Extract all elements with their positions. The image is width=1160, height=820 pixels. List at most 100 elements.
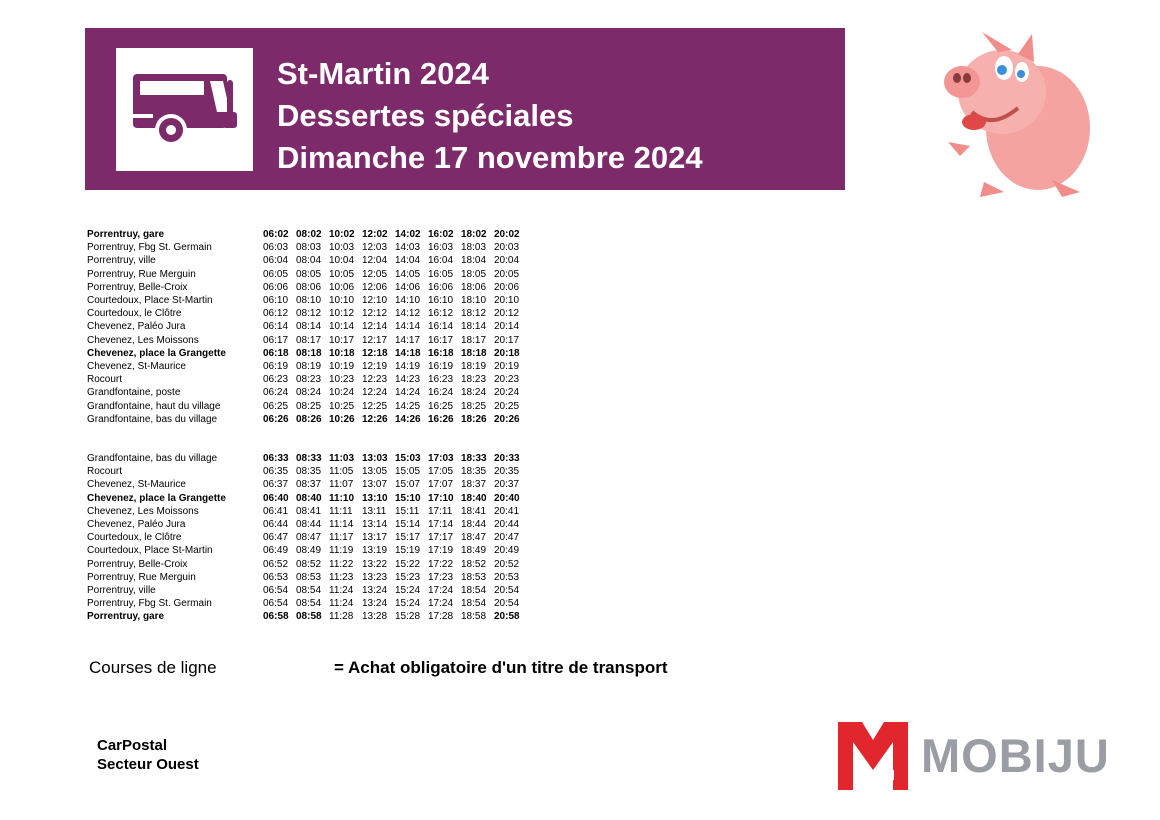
departure-time: 08:52 bbox=[296, 558, 322, 570]
departure-time: 06:17 bbox=[263, 334, 289, 346]
operator-sector: Secteur Ouest bbox=[97, 756, 199, 773]
departure-time: 18:52 bbox=[461, 558, 487, 570]
departure-time: 13:14 bbox=[362, 519, 388, 531]
departure-time: 06:14 bbox=[263, 321, 289, 333]
departure-time: 15:03 bbox=[395, 453, 421, 464]
timetable-row: Grandfontaine, haut du village 06:25 08:25… bbox=[87, 400, 527, 413]
stop-name: Chevenez, place la Grangette bbox=[87, 347, 226, 359]
departure-time: 10:25 bbox=[329, 400, 355, 412]
departure-time: 08:10 bbox=[296, 295, 322, 307]
departure-time: 06:25 bbox=[263, 400, 289, 412]
stop-name: Chevenez, St-Maurice bbox=[87, 361, 186, 373]
departure-time: 11:14 bbox=[329, 519, 354, 531]
departure-time: 20:05 bbox=[494, 268, 520, 280]
departure-time: 10:06 bbox=[329, 281, 355, 293]
departure-time: 11:28 bbox=[329, 611, 354, 623]
legend-ticket-note: = Achat obligatoire d'un titre de transp… bbox=[334, 658, 668, 677]
departure-time: 12:24 bbox=[362, 387, 388, 399]
timetable-return: Grandfontaine, bas du village 06:33 08:33 1… bbox=[87, 452, 527, 624]
departure-time: 08:17 bbox=[296, 334, 322, 346]
departure-time: 11:07 bbox=[329, 479, 354, 491]
timetable-row: Chevenez, Les Moissons 06:17 08:17 10:17 12:… bbox=[87, 334, 527, 347]
timetable-row: Porrentruy, Rue Merguin 06:53 08:53 11:23 13… bbox=[87, 571, 527, 584]
departure-time: 18:12 bbox=[461, 308, 487, 320]
departure-time: 18:37 bbox=[461, 479, 487, 491]
departure-time: 15:05 bbox=[395, 466, 421, 478]
departure-time: 13:23 bbox=[362, 571, 388, 583]
departure-time: 10:03 bbox=[329, 242, 355, 254]
departure-time: 10:02 bbox=[329, 229, 355, 240]
departure-time: 17:05 bbox=[428, 466, 454, 478]
departure-time: 15:19 bbox=[395, 545, 421, 557]
departure-time: 14:23 bbox=[395, 374, 421, 386]
departure-time: 17:17 bbox=[428, 532, 454, 544]
departure-time: 20:10 bbox=[494, 295, 520, 307]
departure-time: 08:33 bbox=[296, 453, 322, 464]
timetable-row: Chevenez, St-Maurice 06:37 08:37 11:07 13:07… bbox=[87, 478, 527, 491]
departure-time: 11:24 bbox=[329, 598, 354, 610]
departure-time: 16:04 bbox=[428, 255, 454, 267]
departure-time: 14:04 bbox=[395, 255, 421, 267]
departure-time: 18:26 bbox=[461, 413, 487, 425]
departure-time: 06:37 bbox=[263, 479, 289, 491]
stop-name: Porrentruy, gare bbox=[87, 611, 165, 623]
departure-time: 08:40 bbox=[296, 492, 322, 504]
departure-time: 16:23 bbox=[428, 374, 454, 386]
departure-time: 20:33 bbox=[494, 453, 520, 464]
departure-time: 08:06 bbox=[296, 281, 322, 293]
departure-time: 06:35 bbox=[263, 466, 289, 478]
departure-time: 10:04 bbox=[329, 255, 355, 267]
stop-name: Courtedoux, le Clôtre bbox=[87, 532, 182, 544]
stop-name: Chevenez, St-Maurice bbox=[87, 479, 186, 491]
departure-time: 14:19 bbox=[395, 361, 421, 373]
departure-time: 10:26 bbox=[329, 413, 355, 425]
departure-time: 18:53 bbox=[461, 571, 487, 583]
departure-time: 16:06 bbox=[428, 281, 454, 293]
departure-time: 18:06 bbox=[461, 281, 487, 293]
departure-time: 06:19 bbox=[263, 361, 289, 373]
departure-time: 12:04 bbox=[362, 255, 388, 267]
departure-time: 16:12 bbox=[428, 308, 454, 320]
departure-time: 17:19 bbox=[428, 545, 454, 557]
departure-time: 20:54 bbox=[494, 585, 520, 597]
departure-time: 10:23 bbox=[329, 374, 355, 386]
departure-time: 18:44 bbox=[461, 519, 487, 531]
departure-time: 08:04 bbox=[296, 255, 322, 267]
timetable-row: Grandfontaine, bas du village 06:26 08:26 1… bbox=[87, 413, 527, 426]
departure-time: 14:24 bbox=[395, 387, 421, 399]
departure-time: 11:05 bbox=[329, 466, 354, 478]
timetable-row: Porrentruy, ville 06:04 08:04 10:04 12:04 14:… bbox=[87, 254, 527, 267]
departure-time: 08:44 bbox=[296, 519, 322, 531]
title-line-3: Dimanche 17 novembre 2024 bbox=[277, 140, 703, 175]
departure-time: 17:14 bbox=[428, 519, 454, 531]
departure-time: 15:07 bbox=[395, 479, 421, 491]
departure-time: 14:03 bbox=[395, 242, 421, 254]
departure-time: 08:25 bbox=[296, 400, 322, 412]
departure-time: 06:47 bbox=[263, 532, 289, 544]
departure-time: 08:14 bbox=[296, 321, 322, 333]
departure-time: 11:24 bbox=[329, 585, 354, 597]
departure-time: 10:05 bbox=[329, 268, 355, 280]
departure-time: 17:03 bbox=[428, 453, 454, 464]
departure-time: 06:41 bbox=[263, 505, 289, 517]
departure-time: 15:23 bbox=[395, 571, 421, 583]
mobiju-logo-icon bbox=[838, 722, 908, 790]
timetable-row: Chevenez, Les Moissons 06:41 08:41 11:11 13:… bbox=[87, 505, 527, 518]
departure-time: 16:18 bbox=[428, 347, 454, 359]
departure-time: 18:03 bbox=[461, 242, 487, 254]
departure-time: 08:49 bbox=[296, 545, 322, 557]
departure-time: 06:49 bbox=[263, 545, 289, 557]
departure-time: 18:25 bbox=[461, 400, 487, 412]
departure-time: 20:14 bbox=[494, 321, 520, 333]
stop-name: Chevenez, Les Moissons bbox=[87, 505, 199, 517]
departure-time: 17:28 bbox=[428, 611, 454, 623]
departure-time: 15:17 bbox=[395, 532, 421, 544]
departure-time: 12:17 bbox=[362, 334, 388, 346]
timetable-row: Courtedoux, le Clôtre 06:12 08:12 10:12 12:1… bbox=[87, 307, 527, 320]
departure-time: 11:03 bbox=[329, 453, 355, 464]
departure-time: 20:19 bbox=[494, 361, 520, 373]
departure-time: 12:10 bbox=[362, 295, 388, 307]
departure-time: 12:05 bbox=[362, 268, 388, 280]
timetable-row: Courtedoux, le Clôtre 06:47 08:47 11:17 13:1… bbox=[87, 531, 527, 544]
departure-time: 08:05 bbox=[296, 268, 322, 280]
